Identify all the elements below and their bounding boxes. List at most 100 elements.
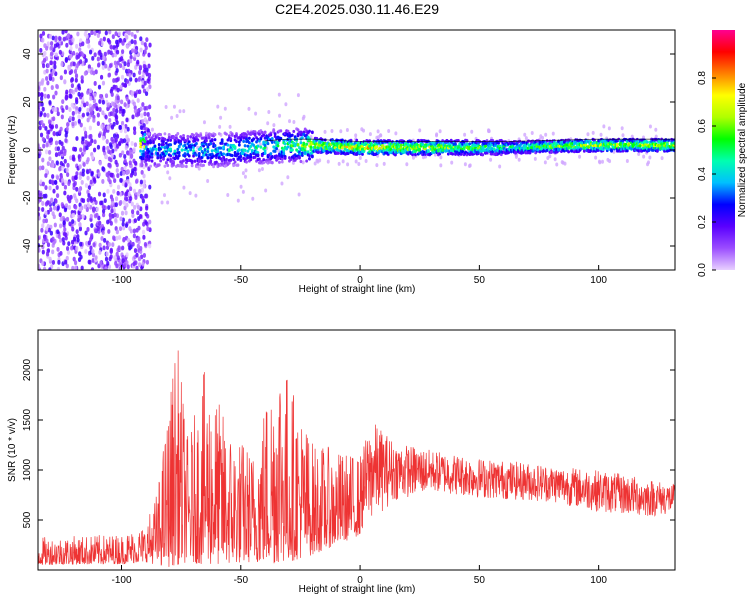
spectrogram-cell xyxy=(570,146,573,150)
spectrogram-cell xyxy=(121,124,126,130)
spectrogram-cell xyxy=(40,96,44,101)
spectrogram-cell xyxy=(133,142,138,148)
spectrogram-cell xyxy=(150,155,154,159)
spectrogram-cell xyxy=(142,221,146,227)
spectrogram-cell xyxy=(56,205,60,211)
spectrogram-cell xyxy=(102,36,106,42)
spectrogram-cell xyxy=(136,59,140,65)
spectrogram-cell xyxy=(257,168,261,173)
spectrogram-cell xyxy=(149,164,153,168)
spectrogram-cell xyxy=(470,129,474,134)
spectrogram-cell xyxy=(115,114,119,120)
spectrogram-cell xyxy=(190,159,194,163)
spectrogram-cell xyxy=(82,162,86,167)
spectrogram-cell xyxy=(114,196,119,202)
spectrogram-cell xyxy=(289,157,293,161)
spectrogram-cell xyxy=(41,78,45,83)
spectrogram-cell xyxy=(80,75,84,81)
spectrogram-cell xyxy=(39,132,44,138)
spectrogram-cell xyxy=(167,132,171,137)
spectrogram-cell xyxy=(115,251,119,257)
spectrogram-cell xyxy=(164,151,168,156)
spectrogram-cell xyxy=(64,95,68,101)
spectrogram-cell xyxy=(75,246,79,251)
spectrogram-cell xyxy=(98,160,102,166)
spectrogram-cell xyxy=(498,164,502,169)
snr-x-tick-label: -100 xyxy=(111,575,131,586)
spectrogram-cell xyxy=(280,157,284,161)
spectrogram-cell xyxy=(123,61,127,67)
spectrogram-cell xyxy=(91,105,95,111)
spectrogram-cell xyxy=(119,216,123,222)
spectrogram-cell xyxy=(276,144,280,148)
spectrogram-cell xyxy=(59,149,64,155)
spectrogram-cell xyxy=(150,127,154,132)
spectrogram-cell xyxy=(53,107,58,113)
spectrogram-cell xyxy=(80,78,84,84)
spectrogram-cell xyxy=(108,256,112,262)
spectrogram-cell xyxy=(262,158,266,162)
spectrogram-cell xyxy=(139,149,142,153)
spectrogram-cell xyxy=(362,149,366,154)
spectrogram-cell xyxy=(95,30,99,34)
spectrogram-cell xyxy=(305,159,309,163)
spectrogram-cell xyxy=(172,163,175,167)
spectrogram-cell xyxy=(123,82,128,88)
spectrogram-cell xyxy=(121,254,125,260)
spectrogram-cell xyxy=(133,34,137,40)
spectrogram-cell xyxy=(106,145,110,151)
spectrogram-cell xyxy=(280,181,284,186)
spectrogram-cell xyxy=(87,43,91,49)
spectrogram-cell xyxy=(246,144,250,148)
spectrogram-cell xyxy=(249,144,253,148)
spectrogram-cell xyxy=(77,54,81,59)
spectrogram-cell xyxy=(172,160,175,164)
spectrogram-cell xyxy=(136,98,140,103)
spectrogram-x-tick-label: 50 xyxy=(474,275,486,286)
spectrogram-x-tick-label: -50 xyxy=(234,275,249,286)
figure-title: C2E4.2025.030.11.46.E29 xyxy=(275,1,439,17)
spectrogram-cell xyxy=(87,142,91,148)
spectrogram-cell xyxy=(237,140,241,144)
spectrogram-cell xyxy=(121,181,125,187)
spectrogram-cell xyxy=(48,33,53,39)
spectrogram-cell xyxy=(203,147,207,152)
spectrogram-cell xyxy=(215,155,218,160)
spectrogram-cell xyxy=(59,238,63,243)
spectrogram-cell xyxy=(66,194,70,200)
spectrogram-cell xyxy=(98,107,102,112)
spectrogram-cell xyxy=(49,51,54,57)
spectrogram-cell xyxy=(239,184,243,189)
spectrogram-cell xyxy=(63,79,67,85)
spectrogram-cell xyxy=(150,152,154,156)
spectrogram-cell xyxy=(144,220,148,225)
spectrogram-cell xyxy=(217,132,221,136)
spectrogram-cell xyxy=(51,68,56,74)
spectrogram-cell xyxy=(72,236,77,242)
spectrogram-cell xyxy=(45,142,49,148)
spectrogram-cell xyxy=(118,152,122,158)
spectrogram-cell xyxy=(139,125,144,130)
spectrogram-cell xyxy=(140,160,144,164)
spectrogram-cell xyxy=(43,51,47,56)
colorbar-tick-label: 0.6 xyxy=(697,119,708,133)
spectrogram-cell xyxy=(81,198,86,204)
spectrogram-cell xyxy=(119,171,123,176)
spectrogram-cell xyxy=(72,256,76,262)
spectrogram-cell xyxy=(620,126,624,131)
spectrogram-cell xyxy=(468,164,472,169)
spectrogram-cell xyxy=(184,146,188,150)
spectrogram-cell xyxy=(101,135,105,141)
spectrogram-cell xyxy=(112,78,116,83)
snr-y-label: SNR (10 * v/v) xyxy=(7,418,18,482)
spectrogram-cell xyxy=(41,31,46,36)
spectrogram-cell xyxy=(121,245,125,251)
spectrogram-cell xyxy=(150,136,154,140)
spectrogram-cell xyxy=(87,64,91,70)
spectrogram-cell xyxy=(382,161,386,166)
spectrogram-cell xyxy=(275,154,278,158)
spectrogram-cell xyxy=(387,129,391,134)
spectrogram-cell xyxy=(133,205,137,210)
spectrogram-cell xyxy=(131,168,135,173)
spectrogram-cell xyxy=(439,163,443,168)
